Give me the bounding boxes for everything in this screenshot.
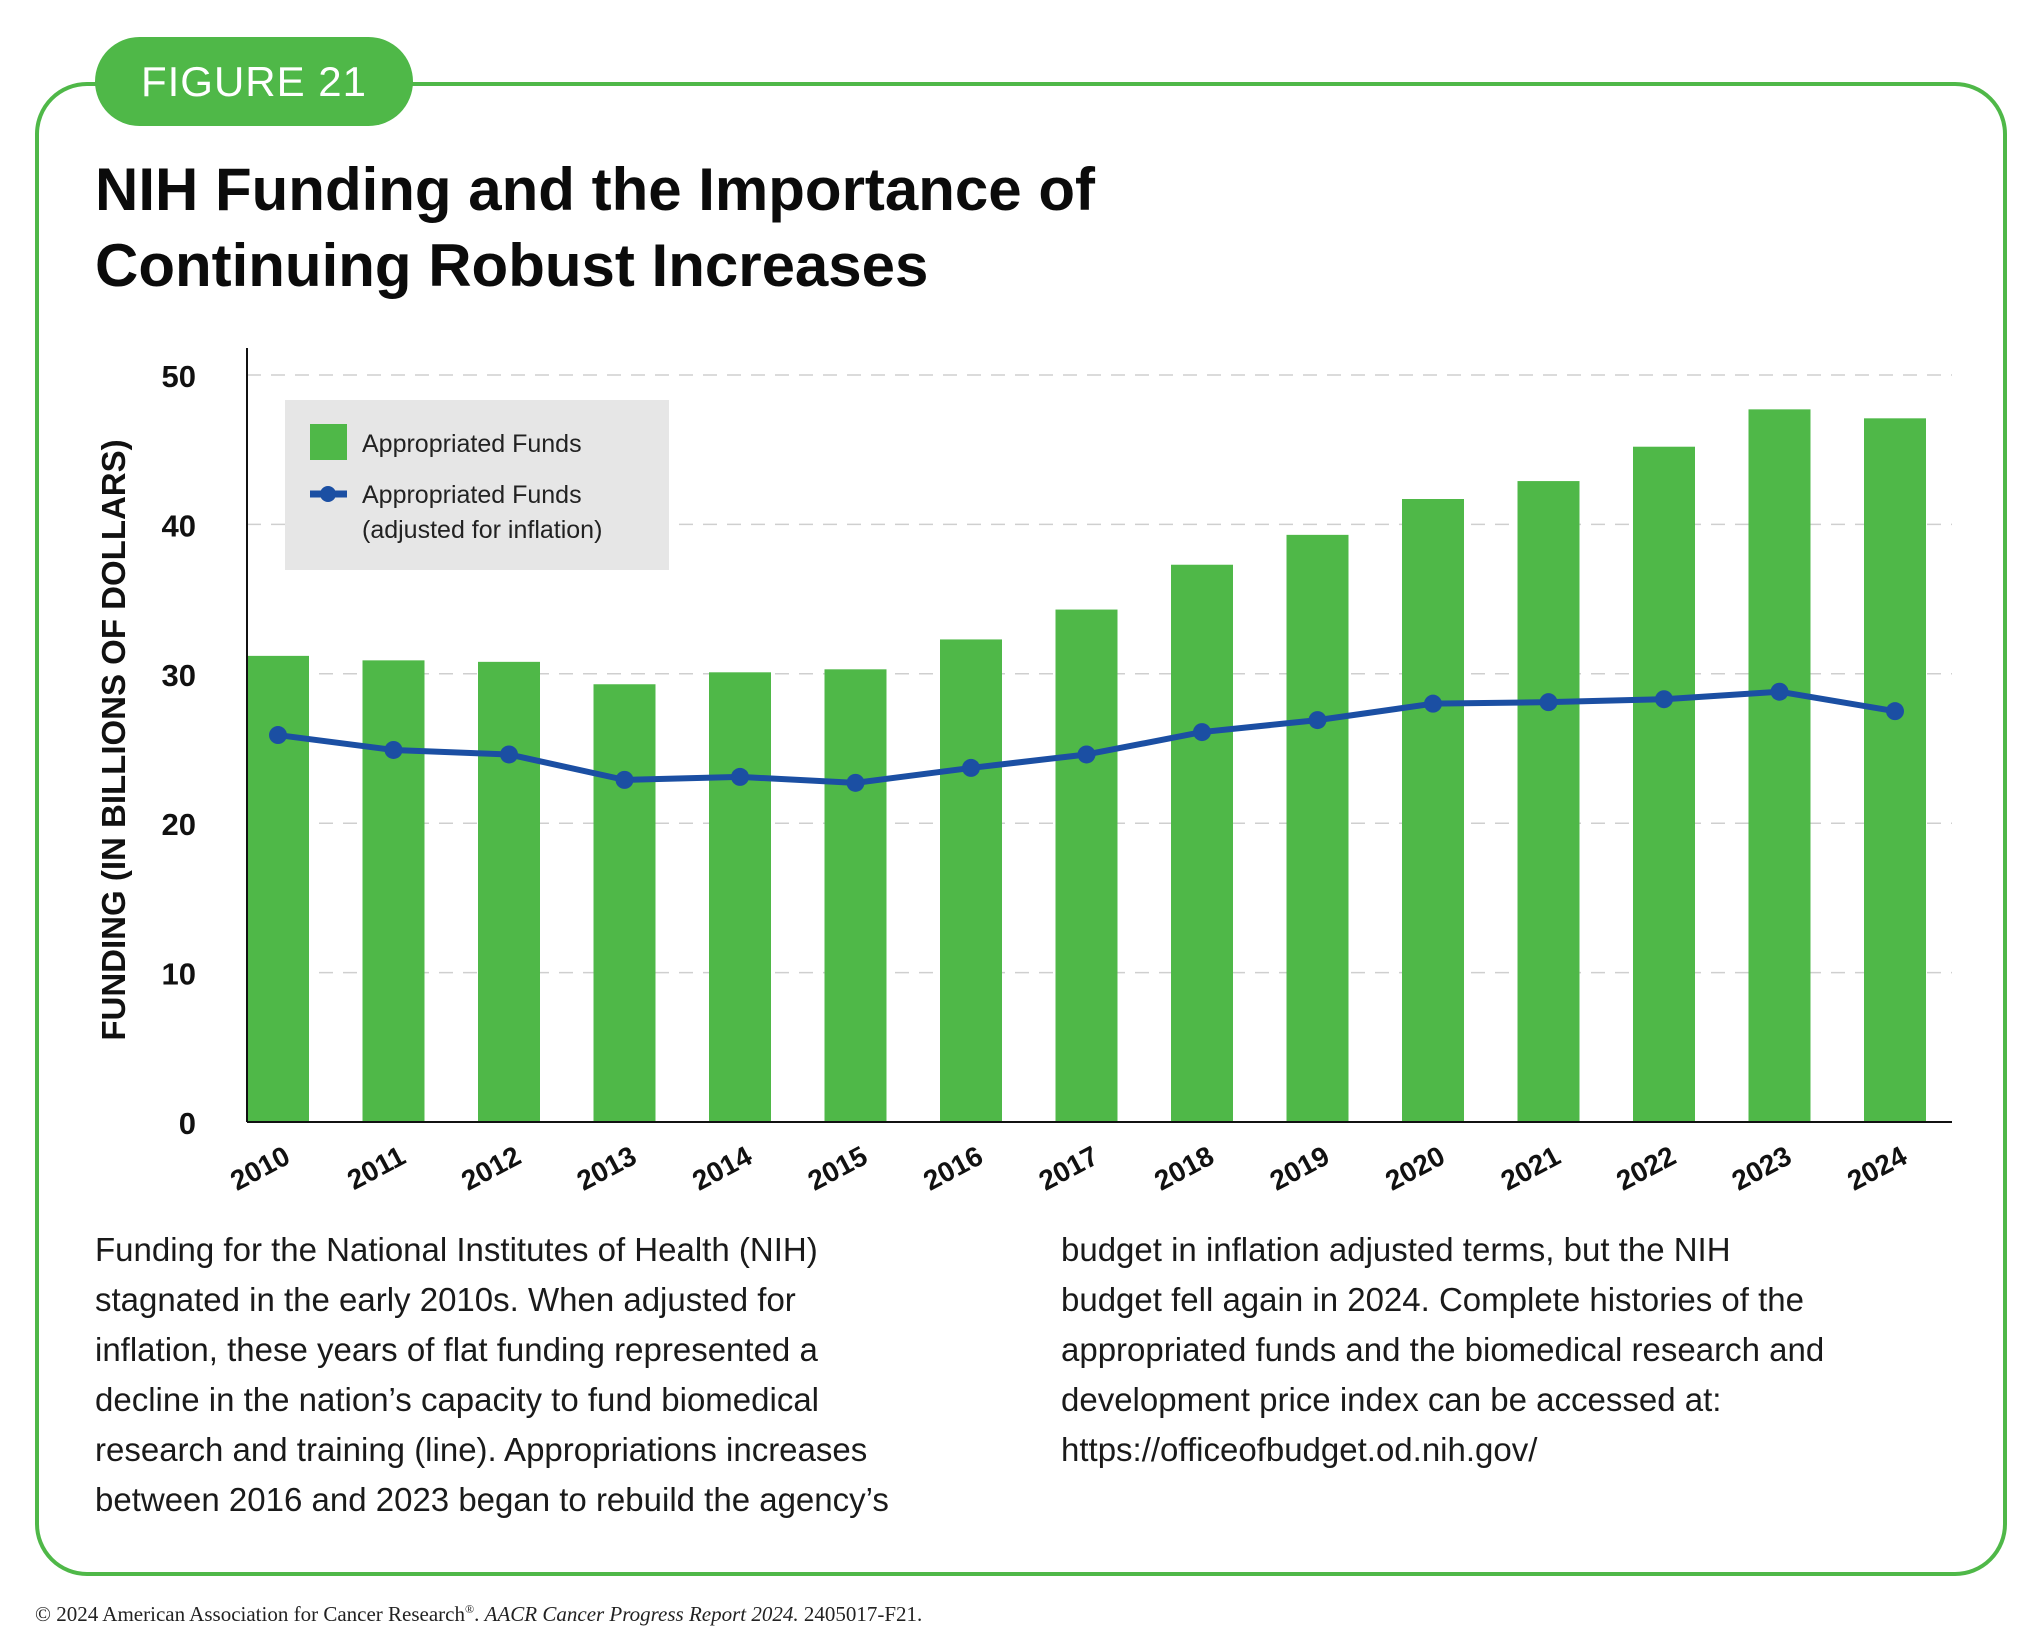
y-tick-label: 20 — [162, 807, 196, 842]
x-tick-label: 2022 — [1611, 1140, 1681, 1197]
figure-frame — [35, 82, 2007, 1576]
bar-2021 — [1517, 481, 1580, 1123]
bar-2015 — [824, 669, 887, 1122]
x-tick-label: 2013 — [572, 1140, 642, 1197]
x-tick-label: 2011 — [342, 1140, 410, 1196]
bar-layer — [247, 409, 1926, 1123]
legend-line-label-2: (adjusted for inflation) — [362, 516, 602, 544]
bar-2012 — [478, 661, 540, 1122]
line-point-2021 — [1539, 693, 1558, 712]
bar-2010 — [247, 655, 309, 1122]
bar-2019 — [1286, 534, 1349, 1122]
footer-code: 2405017-F21. — [798, 1602, 923, 1626]
caption-line: inflation, these years of flat funding r… — [95, 1331, 818, 1368]
bar-2013 — [593, 684, 656, 1122]
line-point-2023 — [1770, 682, 1789, 701]
source-link[interactable]: https://officeofbudget.od.nih.gov/ — [1061, 1431, 1538, 1468]
x-tick-label: 2014 — [687, 1140, 757, 1197]
title-line-2: Continuing Robust Increases — [95, 232, 929, 299]
bar-2011 — [362, 660, 425, 1122]
x-tick-label: 2018 — [1149, 1140, 1219, 1197]
caption-right-column: budget in inflation adjusted terms, but … — [1061, 1225, 1961, 1475]
line-point-2010 — [269, 726, 287, 745]
line-point-2014 — [731, 767, 749, 786]
caption-left-column: Funding for the National Institutes of H… — [95, 1225, 995, 1525]
legend-background — [285, 400, 669, 570]
line-point-2019 — [1308, 711, 1327, 730]
line-point-2020 — [1424, 694, 1442, 713]
line-point-2024 — [1886, 702, 1904, 721]
caption-line: research and training (line). Appropriat… — [95, 1431, 868, 1468]
line-point-2017 — [1077, 745, 1096, 764]
title-line-1: NIH Funding and the Importance of — [95, 156, 1095, 223]
x-tick-label: 2020 — [1380, 1140, 1450, 1197]
chart-title: NIH Funding and the Importance of Contin… — [95, 152, 1595, 304]
line-point-2016 — [962, 758, 980, 777]
line-point-2012 — [500, 745, 518, 764]
x-tick-label: 2012 — [456, 1140, 526, 1197]
x-tick-label: 2023 — [1727, 1140, 1797, 1197]
figure-badge: FIGURE 21 — [95, 37, 413, 126]
bar-2020 — [1402, 499, 1464, 1122]
bar-2024 — [1864, 418, 1926, 1122]
bar-2014 — [709, 672, 771, 1122]
legend-bar-label: Appropriated Funds — [362, 430, 582, 458]
legend: Appropriated Funds Appropriated Funds (a… — [285, 400, 669, 570]
bar-2016 — [940, 639, 1002, 1122]
registered-mark: ® — [465, 1602, 475, 1616]
line-point-2015 — [846, 773, 865, 792]
footer-text: © 2024 American Association for Cancer R… — [35, 1602, 465, 1626]
y-tick-label: 40 — [162, 508, 196, 543]
legend-line-marker — [320, 486, 336, 502]
x-tick-label: 2016 — [918, 1140, 988, 1197]
caption-line: development price index can be accessed … — [1061, 1381, 1722, 1418]
axis-layer — [246, 348, 1952, 1123]
bar-2023 — [1748, 409, 1811, 1122]
y-tick-label: 30 — [162, 658, 196, 693]
x-tick-label: 2021 — [1496, 1140, 1566, 1197]
x-tick-label: 2019 — [1265, 1140, 1335, 1197]
line-point-2018 — [1193, 723, 1211, 742]
x-tick-label: 2017 — [1034, 1140, 1104, 1197]
y-tick-label: 0 — [179, 1106, 196, 1141]
y-tick-label: 50 — [162, 359, 196, 394]
caption-line: appropriated funds and the biomedical re… — [1061, 1331, 1825, 1368]
caption-line: Funding for the National Institutes of H… — [95, 1231, 818, 1268]
copyright-footer: © 2024 American Association for Cancer R… — [35, 1602, 922, 1627]
legend-line-label-1: Appropriated Funds — [362, 481, 582, 509]
line-point-2013 — [615, 770, 634, 789]
y-tick-label: 10 — [162, 957, 196, 992]
caption-line: between 2016 and 2023 began to rebuild t… — [95, 1481, 889, 1518]
caption-line: budget fell again in 2024. Complete hist… — [1061, 1281, 1804, 1318]
bar-2022 — [1633, 446, 1695, 1122]
x-tick-label: 2024 — [1842, 1140, 1912, 1197]
footer-separator: . — [474, 1602, 485, 1626]
x-tick-label: 2010 — [225, 1140, 295, 1197]
footer-report-name: AACR Cancer Progress Report 2024. — [484, 1602, 799, 1626]
line-point-2022 — [1655, 690, 1673, 709]
caption-line: stagnated in the early 2010s. When adjus… — [95, 1281, 796, 1318]
bar-2017 — [1055, 609, 1118, 1122]
line-point-2011 — [384, 740, 403, 759]
x-tick-label: 2015 — [803, 1140, 873, 1197]
caption-line: decline in the nation’s capacity to fund… — [95, 1381, 820, 1418]
caption-line: budget in inflation adjusted terms, but … — [1061, 1231, 1731, 1268]
y-axis-label: FUNDING (IN BILLIONS OF DOLLARS) — [95, 439, 132, 1040]
bar-2018 — [1171, 564, 1233, 1122]
legend-bar-swatch — [310, 424, 347, 460]
line-layer — [269, 682, 1904, 792]
